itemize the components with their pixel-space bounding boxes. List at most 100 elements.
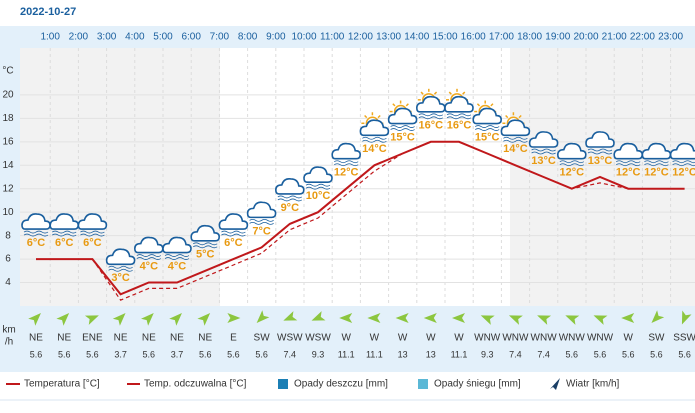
sun-ray (476, 103, 481, 107)
weather-icon (472, 100, 503, 131)
cloud (500, 119, 531, 137)
wind-arrow-shape (537, 315, 552, 325)
wind-arrow-shape (423, 313, 437, 323)
value-label: 4°C (168, 260, 187, 272)
wave (362, 136, 387, 140)
wave (418, 116, 444, 120)
wave (559, 163, 585, 167)
sun-ray (392, 103, 396, 107)
sun-ray (420, 91, 424, 95)
wind-speed: 5.6 (143, 349, 156, 359)
hour-label: 5:00 (153, 32, 173, 43)
sun-ray (364, 114, 368, 119)
value-label: 6°C (224, 237, 243, 249)
wave (249, 218, 274, 222)
cloud (387, 107, 418, 125)
weather-icon (105, 248, 136, 272)
wind-direction: WNW (559, 333, 586, 344)
legend-label: Temp. odczuwalna [°C] (144, 379, 247, 390)
wind-direction: SW (254, 333, 271, 344)
wind-speed: 5.6 (622, 349, 635, 359)
wave (446, 116, 472, 120)
wind-direction: WNW (531, 333, 558, 344)
y-tick-label: 8 (5, 230, 11, 241)
wave (333, 160, 359, 164)
wave (305, 183, 331, 187)
weather-icon (162, 236, 192, 260)
value-label: 16°C (419, 120, 444, 132)
wave (587, 148, 613, 152)
sun-ray (377, 114, 381, 119)
plot-day (220, 48, 510, 306)
value-label: 9°C (281, 202, 300, 214)
hour-label: 15:00 (432, 32, 457, 43)
wave (615, 163, 641, 167)
y-tick-label: 12 (2, 183, 14, 194)
weather-icon (585, 131, 615, 155)
value-label: 4°C (140, 260, 159, 272)
wind-arrow-shape (480, 315, 495, 325)
wave (474, 128, 500, 131)
wave (108, 268, 133, 272)
wind-arrow-shape (395, 313, 409, 323)
y-axis-band (0, 48, 20, 306)
legend-label: Opady śniegu [mm] (434, 379, 521, 390)
wind-direction: WSW (277, 333, 303, 344)
wind-arrow (651, 310, 665, 323)
wind-arrow (311, 311, 326, 321)
y-tick-label: 10 (2, 207, 14, 218)
wind-arrow-shape (28, 313, 41, 326)
chart-title: 2022-10-27 (20, 6, 76, 18)
wave (362, 139, 387, 143)
wind-direction: NE (198, 333, 212, 344)
cloud (274, 177, 305, 195)
temperature-line (36, 140, 685, 296)
wave (23, 233, 49, 237)
weather-icon (528, 131, 559, 155)
wave (503, 136, 528, 140)
wind-speed: 5.6 (86, 349, 99, 359)
value-label: 12°C (644, 167, 669, 179)
wave (531, 151, 556, 155)
wind-speed: 9.3 (481, 349, 494, 359)
wave (51, 233, 77, 237)
wave (164, 257, 190, 260)
wind-arrow-shape (339, 313, 353, 323)
wind-arrow (339, 313, 353, 323)
wind-arrow (423, 313, 437, 323)
weather-icon (77, 213, 108, 237)
wind-arrow-shape (256, 310, 270, 323)
wind-speed: 5.6 (566, 349, 579, 359)
wind-arrow (56, 313, 70, 326)
wave (164, 254, 190, 257)
wind-arrow-shape (169, 313, 182, 326)
wind-arrow (395, 313, 409, 323)
wind-arrow (681, 310, 692, 325)
weather-icon (134, 236, 164, 260)
hour-label: 22:00 (630, 32, 655, 43)
hour-band (0, 26, 695, 48)
wind-arrow-shape (452, 313, 465, 323)
wave (672, 163, 695, 167)
hour-label: 4:00 (125, 32, 145, 43)
wave (80, 233, 105, 237)
wind-arrow (367, 313, 381, 323)
hour-label: 17:00 (489, 32, 514, 43)
value-label: 3°C (111, 272, 130, 284)
wave (587, 151, 613, 155)
wind-direction: W (398, 333, 408, 344)
wind-arrow-shape (508, 315, 523, 325)
wind-arrow-shape (227, 313, 241, 323)
wind-direction: NE (170, 333, 184, 344)
wave (277, 198, 303, 202)
wind-speed: 5.6 (30, 349, 43, 359)
wave (333, 163, 359, 167)
wave (531, 148, 556, 152)
wind-speed: 13 (426, 349, 436, 359)
wave (108, 265, 133, 269)
cloud (303, 166, 333, 183)
cloud (190, 224, 220, 242)
value-label: 14°C (503, 143, 528, 155)
hour-label: 16:00 (461, 32, 486, 43)
value-label: 6°C (55, 237, 74, 249)
